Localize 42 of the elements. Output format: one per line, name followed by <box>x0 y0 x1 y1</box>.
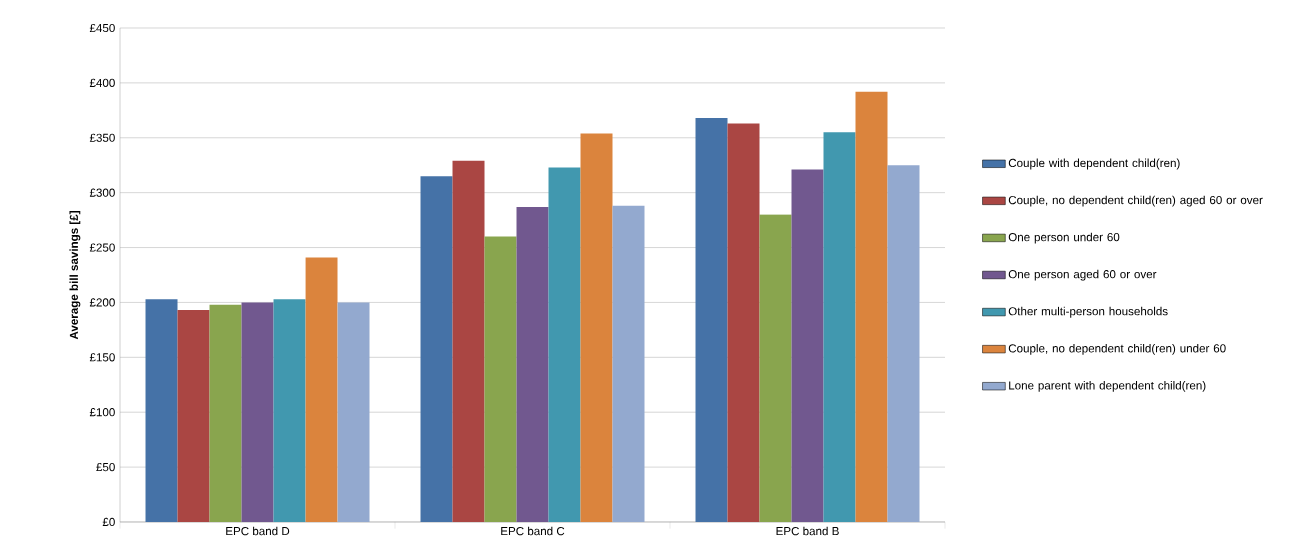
y-axis-title: Average bill savings [£] <box>69 211 81 340</box>
y-tick-label: £0 <box>102 517 115 527</box>
bar <box>612 205 645 522</box>
y-tick-label: £350 <box>89 133 115 142</box>
bar <box>145 299 178 522</box>
bar <box>241 302 274 522</box>
x-tick-label: EPC band C <box>501 526 565 536</box>
y-tick-label: £400 <box>89 78 115 87</box>
legend-label: One person aged 60 or over <box>1008 269 1157 281</box>
bar <box>209 304 242 522</box>
bar <box>548 167 581 522</box>
y-tick-label: £100 <box>89 408 115 417</box>
y-tick-label: £150 <box>89 353 115 362</box>
legend-label: Couple, no dependent child(ren) aged 60 or over <box>1008 195 1263 207</box>
bar <box>305 257 338 522</box>
x-tick-label: EPC band B <box>776 526 839 536</box>
bar <box>695 118 728 522</box>
bar <box>823 132 856 522</box>
bar <box>452 160 485 522</box>
bar <box>337 302 370 522</box>
legend-label: Couple, no dependent child(ren) under 60 <box>1008 343 1226 355</box>
y-tick-label: £300 <box>89 188 115 197</box>
bar <box>855 91 888 522</box>
bar <box>727 123 760 522</box>
legend-label: Other multi-person households <box>1008 306 1168 318</box>
y-tick-label: £250 <box>89 243 115 252</box>
bar <box>516 206 549 522</box>
legend-label: One person under 60 <box>1008 232 1120 244</box>
y-tick-label: £450 <box>89 23 115 33</box>
bar <box>791 169 824 522</box>
bar <box>759 214 792 522</box>
y-tick-label: £50 <box>96 462 115 472</box>
x-tick-label: EPC band D <box>226 526 290 536</box>
bar <box>420 176 453 522</box>
legend-label: Lone parent with dependent child(ren) <box>1009 381 1206 392</box>
bar <box>484 236 517 522</box>
legend-label: Couple with dependent child(ren) <box>1008 158 1180 170</box>
bar <box>580 133 613 522</box>
bar <box>887 165 920 522</box>
bar <box>273 299 306 522</box>
bar <box>177 310 210 522</box>
y-tick-label: £200 <box>89 298 115 307</box>
